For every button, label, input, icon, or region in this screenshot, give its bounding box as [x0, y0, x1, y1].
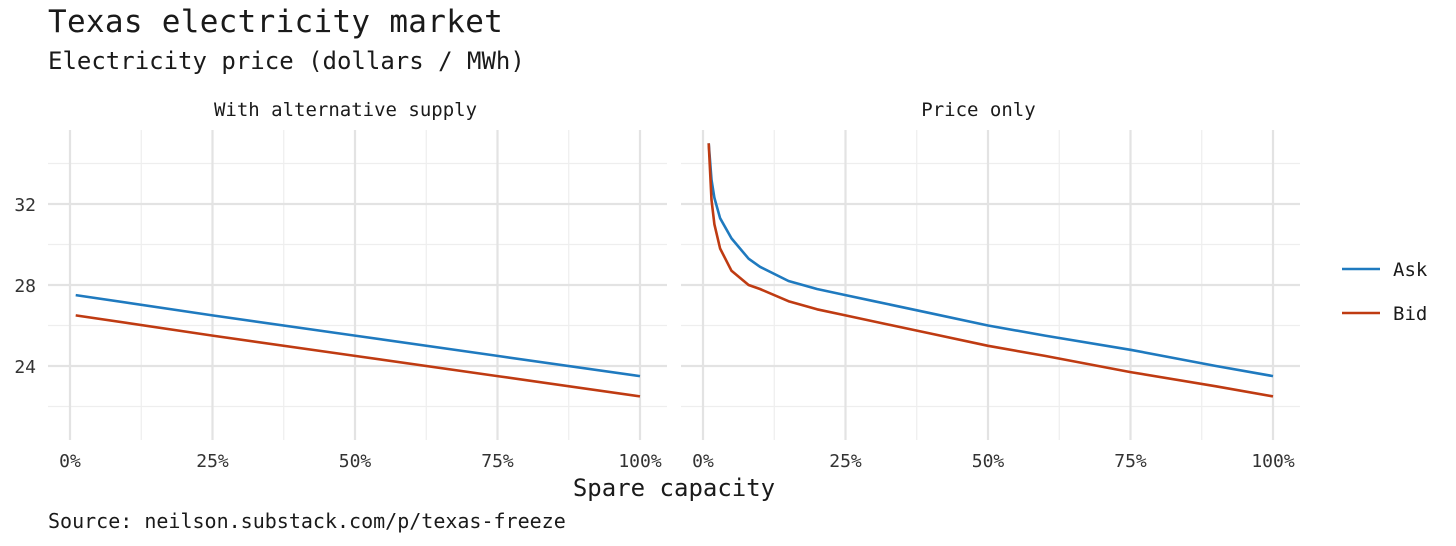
y-tick-label: 28 [14, 276, 36, 297]
x-tick-label: 75% [1114, 451, 1147, 472]
series-line-bid [707, 143, 1274, 398]
legend-label-bid: Bid [1393, 303, 1427, 325]
panel-title: With alternative supply [214, 99, 477, 121]
x-tick-label: 25% [196, 451, 229, 472]
series-line-ask [75, 293, 641, 378]
chart-subtitle: Electricity price (dollars / MWh) [48, 47, 525, 75]
x-tick-label: 50% [972, 451, 1005, 472]
x-tick-label: 0% [692, 451, 714, 472]
y-tick-label: 24 [14, 357, 36, 378]
panel-title: Price only [921, 99, 1035, 121]
chart-title: Texas electricity market [48, 4, 504, 40]
x-tick-label: 50% [339, 451, 372, 472]
x-tick-label: 0% [59, 451, 81, 472]
y-tick-label: 32 [14, 195, 36, 216]
legend-label-ask: Ask [1393, 259, 1428, 281]
x-axis-title: Spare capacity [573, 474, 775, 502]
x-tick-label: 75% [481, 451, 514, 472]
chart-caption: Source: neilson.substack.com/p/texas-fre… [48, 509, 566, 533]
x-tick-label: 100% [618, 451, 662, 472]
x-tick-label: 25% [829, 451, 862, 472]
series-line-bid [75, 314, 641, 398]
series-line-ask [707, 143, 1274, 378]
x-tick-label: 100% [1251, 451, 1295, 472]
